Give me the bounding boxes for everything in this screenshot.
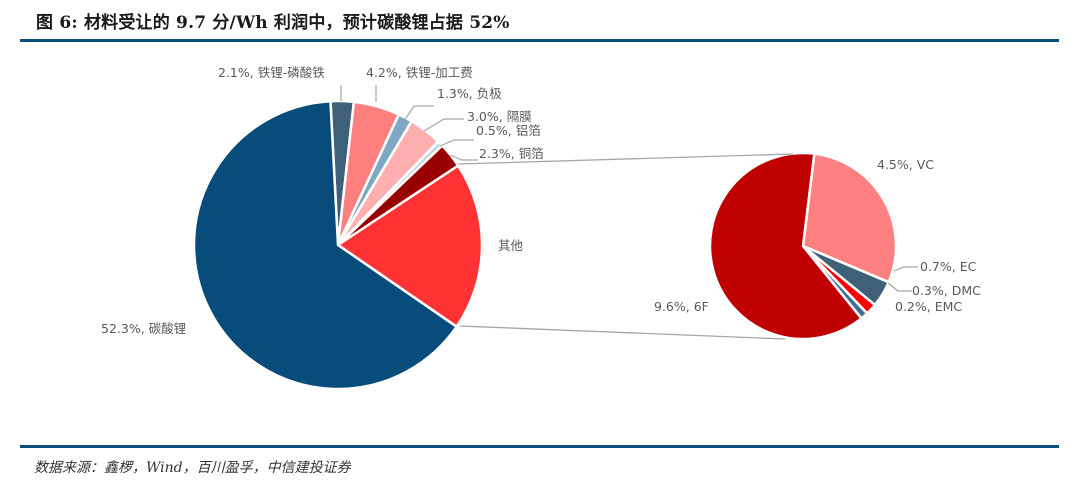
data-source-note: 数据来源：鑫椤，Wind，百川盈孚，中信建投证券 <box>34 460 351 476</box>
pie-slice-li-carbonate <box>192 99 458 391</box>
label-lipf6: 9.6%, 6F <box>654 299 709 314</box>
figure-title: 图 6: 材料受让的 9.7 分/Wh 利润中，预计碳酸锂占据 52% <box>36 13 510 33</box>
secondary-pie <box>708 151 898 341</box>
label-dmc: 0.3%, DMC <box>912 283 981 298</box>
pie-connector-lines <box>457 153 794 340</box>
primary-pie <box>192 99 484 391</box>
label-lfp: 2.1%, 铁锂-磷酸铁 <box>218 65 325 80</box>
bottom-rule <box>20 445 1059 448</box>
pie-slice-lipf6 <box>708 151 863 341</box>
label-vc: 4.5%, VC <box>877 157 934 172</box>
pie-slice-others <box>336 164 484 328</box>
label-emc: 0.2%, EMC <box>895 299 962 314</box>
label-ec: 0.7%, EC <box>920 259 977 274</box>
label-anode: 1.3%, 负极 <box>437 86 502 101</box>
pie-slice-vc <box>801 152 898 284</box>
label-cu-foil: 2.3%, 铜箔 <box>479 146 544 161</box>
label-lfp-processing: 4.2%, 铁锂-加工费 <box>366 65 473 80</box>
label-leader-lines <box>340 85 918 292</box>
label-separator: 3.0%, 隔膜 <box>467 109 532 124</box>
label-al-foil: 0.5%, 铝箔 <box>476 123 541 138</box>
label-others: 其他 <box>498 238 524 253</box>
top-rule <box>20 39 1059 42</box>
label-li-carbonate: 52.3%, 碳酸锂 <box>101 321 186 336</box>
